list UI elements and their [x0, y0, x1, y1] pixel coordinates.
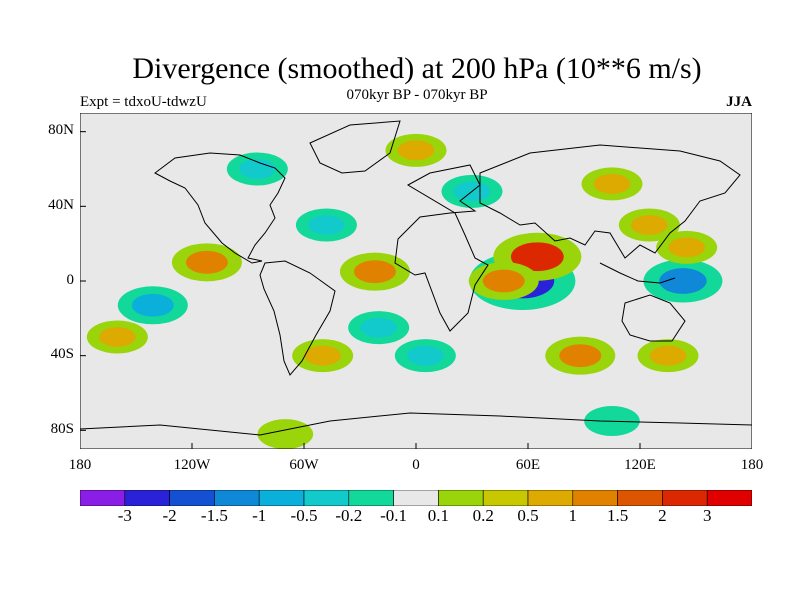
colorbar-label: 1.5 [606, 506, 629, 525]
feature-core [668, 237, 705, 258]
colorbar-swatch [438, 490, 484, 506]
colorbar-swatch [393, 490, 439, 506]
lat-label-80s: 80S [50, 421, 74, 437]
feature-core [482, 269, 525, 293]
colorbar-swatch [527, 490, 574, 506]
coastlines [80, 120, 752, 436]
colorbar-label: -1.5 [200, 506, 228, 525]
colorbar-label: 0.1 [427, 506, 450, 525]
lon-label-120e: 120E [624, 457, 656, 473]
feature-core [510, 242, 564, 272]
asia-coast [479, 144, 741, 259]
colorbar-swatch [482, 490, 529, 506]
north-america-coast [154, 152, 286, 264]
colorbar-label: 0.5 [517, 506, 539, 525]
feature-core [593, 174, 631, 194]
feature-core [631, 215, 668, 235]
feature-core [353, 260, 396, 284]
lat-label-80n: 80N [48, 122, 74, 138]
colorbar-swatch [617, 490, 663, 506]
colorbar-swatch [706, 490, 752, 506]
lon-label-180e: 180 [740, 457, 764, 473]
lon-label-60e: 60E [515, 457, 541, 473]
lat-label-0: 0 [66, 272, 75, 288]
lon-label-0: 0 [412, 457, 420, 473]
divergence-map [80, 113, 752, 449]
lon-label-180w: 180 [68, 457, 92, 473]
colorbar-label: -0.5 [290, 506, 318, 525]
feature-core [659, 268, 707, 294]
colorbar-swatch [303, 490, 350, 506]
feature-core [131, 293, 174, 317]
colorbar-swatch [214, 490, 260, 506]
plot-subtitle: 070kyr BP - 070kyr BP [346, 87, 488, 103]
colorbar-label: 0.2 [472, 506, 494, 525]
colorbar-swatch [169, 490, 215, 506]
feature-core [360, 317, 397, 338]
feature-core [559, 344, 602, 368]
contour-fields [86, 133, 723, 449]
colorbar-label: -3 [117, 506, 132, 525]
colorbar-swatch [124, 490, 170, 506]
feature-core [649, 345, 687, 366]
lat-label-40s: 40S [50, 346, 74, 362]
feature-core [304, 345, 341, 366]
experiment-label: Expt = tdxoU-tdwzU [80, 94, 207, 110]
colorbar-label: 2 [658, 506, 667, 525]
feature-core [99, 327, 136, 347]
colorbar [80, 490, 752, 506]
colorbar-swatch [258, 490, 305, 506]
plot-title: Divergence (smoothed) at 200 hPa (10**6 … [132, 52, 702, 85]
feature-halo [257, 419, 314, 449]
colorbar-label: 3 [702, 506, 712, 525]
europe-africa-coast [394, 164, 489, 332]
lat-label-40n: 40N [48, 197, 74, 213]
indonesia-coast [599, 262, 676, 284]
colorbar-swatch [662, 490, 708, 506]
australia-coast [621, 294, 686, 342]
lon-label-120w: 120W [173, 457, 211, 473]
colorbar-label: -2 [162, 506, 177, 525]
feature-core [308, 215, 345, 235]
colorbar-label: -0.2 [335, 506, 363, 525]
colorbar-swatch [80, 490, 126, 506]
south-america-coast [259, 260, 336, 376]
greenland-coast [309, 120, 401, 174]
season-label: JJA [726, 94, 752, 110]
feature-core [185, 250, 228, 274]
feature-core [407, 345, 444, 366]
colorbar-swatch [572, 490, 618, 506]
colorbar-label: -1 [252, 506, 267, 525]
feature-core [397, 140, 435, 161]
colorbar-swatch [348, 490, 394, 506]
antarctica-coast [80, 412, 752, 436]
colorbar-label: 1 [568, 506, 578, 525]
axis-ticks [80, 131, 752, 449]
feature-core [239, 159, 276, 179]
lon-label-60w: 60W [289, 457, 319, 473]
colorbar-label: -0.1 [380, 506, 408, 525]
